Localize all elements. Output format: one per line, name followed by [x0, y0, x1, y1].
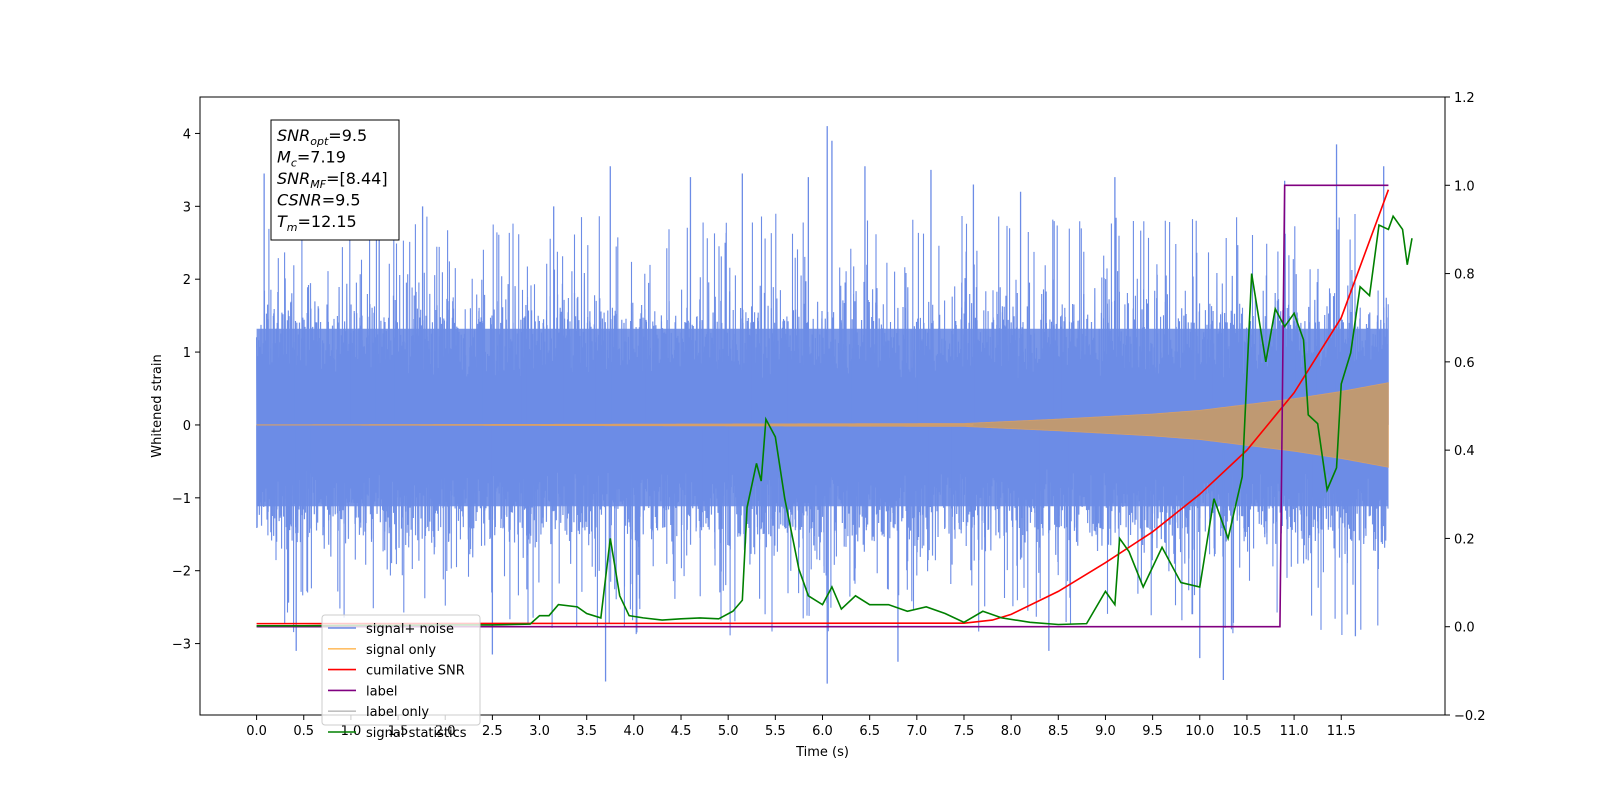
legend: signal+ noise signal only cumilative SNR la…: [321, 614, 481, 741]
x-tick-label-6: 3.0: [529, 724, 550, 739]
x-tick-label-3: 1.5: [388, 724, 409, 739]
annotation-value-2: =[8.44]: [326, 169, 388, 188]
annotation-line-2: SNRMF=[8.44]: [277, 169, 388, 191]
series-signal-statistics-line: [256, 214, 1413, 627]
x-tick-label-21: 10.5: [1232, 724, 1261, 739]
legend-label-3: label: [366, 684, 397, 699]
annotation-sub-2: MF: [310, 178, 326, 191]
annotation-line-4: Tm=12.15: [277, 212, 357, 234]
y-tick-label-1: −2: [172, 565, 191, 580]
legend-label-5: signal statistics: [366, 726, 467, 741]
y-tick-label-3: 0: [183, 419, 191, 434]
legend-label-0: signal+ noise: [366, 622, 454, 637]
y2-tick-label-6: 1.0: [1454, 179, 1475, 194]
x-tick-label-17: 8.5: [1048, 724, 1069, 739]
y-axis-left: −3 −2 −1 0 1 2 3 4: [172, 127, 200, 653]
annotation-value-4: =12.15: [298, 212, 357, 231]
series-cumilative-snr-line: [256, 189, 1390, 625]
legend-frame: [321, 614, 481, 726]
annotation-base-2: SNR: [277, 169, 310, 188]
annotation-value-0: =9.5: [328, 126, 367, 145]
x-tick-label-9: 4.5: [671, 724, 692, 739]
y2-tick-label-7: 1.2: [1454, 91, 1475, 106]
x-tick-label-5: 2.5: [482, 724, 503, 739]
y-tick-label-5: 2: [183, 273, 191, 288]
annotation-line-3: CSNR=9.5: [277, 191, 361, 210]
y2-tick-label-2: 0.2: [1454, 532, 1475, 547]
annotation-line-1: Mc=7.19: [277, 148, 346, 170]
x-tick-label-4: 2.0: [435, 724, 456, 739]
y-tick-label-4: 1: [183, 346, 191, 361]
legend-label-2: cumilative SNR: [366, 664, 465, 679]
series-label-line: [256, 184, 1389, 628]
annotation-base-1: M: [277, 148, 291, 167]
annotation-value-3: =9.5: [322, 191, 361, 210]
x-tick-label-8: 4.0: [624, 724, 645, 739]
x-tick-label-19: 9.5: [1142, 724, 1163, 739]
legend-label-1: signal only: [366, 643, 436, 658]
x-axis: 0.0 0.5 1.0 1.5 2.0 2.5 3.0 3.5 4.0 4.5 5.0 5.5 6.0 6…: [246, 715, 1356, 739]
annotation-sub-1: c: [291, 157, 297, 170]
x-tick-label-16: 8.0: [1001, 724, 1022, 739]
y2-tick-label-4: 0.6: [1454, 356, 1475, 371]
x-tick-label-7: 3.5: [576, 724, 597, 739]
x-tick-label-18: 9.0: [1095, 724, 1116, 739]
y2-tick-label-5: 0.8: [1454, 268, 1475, 283]
x-tick-label-13: 6.5: [859, 724, 880, 739]
y2-tick-label-3: 0.4: [1454, 444, 1475, 459]
x-tick-label-15: 7.5: [954, 724, 975, 739]
annotation-base-3: CSNR: [277, 191, 322, 210]
x-tick-label-11: 5.5: [765, 724, 786, 739]
y-axis-label: Whitened strain: [150, 354, 165, 457]
x-axis-label: Time (s): [795, 745, 849, 760]
annotation-base-4: T: [277, 212, 288, 231]
x-tick-label-0: 0.0: [246, 724, 267, 739]
y-tick-label-7: 4: [183, 127, 191, 142]
legend-label-4: label only: [366, 705, 429, 720]
annotation-sub-0: opt: [310, 135, 329, 148]
x-tick-label-22: 11.0: [1280, 724, 1309, 739]
series-signal-noise-spikes: [256, 213, 1389, 636]
x-tick-label-10: 5.0: [718, 724, 739, 739]
annotation-line-0: SNRopt=9.5: [277, 126, 367, 148]
y-tick-label-2: −1: [172, 492, 191, 507]
stats-annotation-box: SNRopt=9.5Mc=7.19SNRMF=[8.44]CSNR=9.5Tm=…: [270, 119, 400, 241]
plot-area: [255, 126, 1413, 684]
annotation-value-1: =7.19: [297, 148, 346, 167]
y2-tick-label-0: −0.2: [1454, 709, 1486, 724]
annotation-sub-4: m: [287, 221, 298, 234]
x-tick-label-14: 7.0: [906, 724, 927, 739]
x-tick-label-12: 6.0: [812, 724, 833, 739]
x-tick-label-1: 0.5: [293, 724, 314, 739]
x-tick-label-23: 11.5: [1327, 724, 1356, 739]
annotation-frame: [270, 119, 400, 241]
y2-tick-label-1: 0.0: [1454, 621, 1475, 636]
y-axis-right: −0.2 0.0 0.2 0.4 0.6 0.8 1.0 1.2: [1445, 91, 1486, 724]
annotation-base-0: SNR: [277, 126, 310, 145]
y-tick-label-0: −3: [172, 638, 191, 653]
x-tick-label-20: 10.0: [1185, 724, 1214, 739]
y-tick-label-6: 3: [183, 200, 191, 215]
